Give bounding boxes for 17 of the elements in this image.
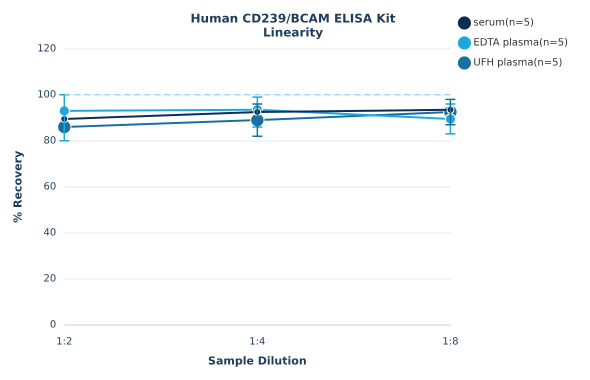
- chart-subtitle: Linearity: [262, 26, 324, 40]
- chart-title: Human CD239/BCAM ELISA Kit: [190, 11, 396, 26]
- x-axis-title: Sample Dilution: [208, 354, 307, 368]
- x-tick-label: 1:8: [442, 336, 458, 348]
- y-tick-label: 120: [37, 43, 56, 54]
- y-tick-label: 0: [50, 319, 56, 330]
- y-tick-label: 60: [44, 181, 56, 192]
- x-tick-label: 1:4: [249, 336, 266, 348]
- legend-label: serum(n=5): [473, 18, 534, 29]
- y-tick-label: 40: [44, 227, 56, 238]
- y-tick-label: 100: [37, 89, 56, 100]
- legend-label: EDTA plasma(n=5): [473, 38, 568, 49]
- y-axis-title: % Recovery: [11, 150, 24, 223]
- legend-label: UFH plasma(n=5): [473, 58, 562, 69]
- y-tick-label: 20: [44, 273, 56, 284]
- y-tick-label: 80: [44, 135, 56, 146]
- x-tick-label: 1:2: [56, 336, 72, 348]
